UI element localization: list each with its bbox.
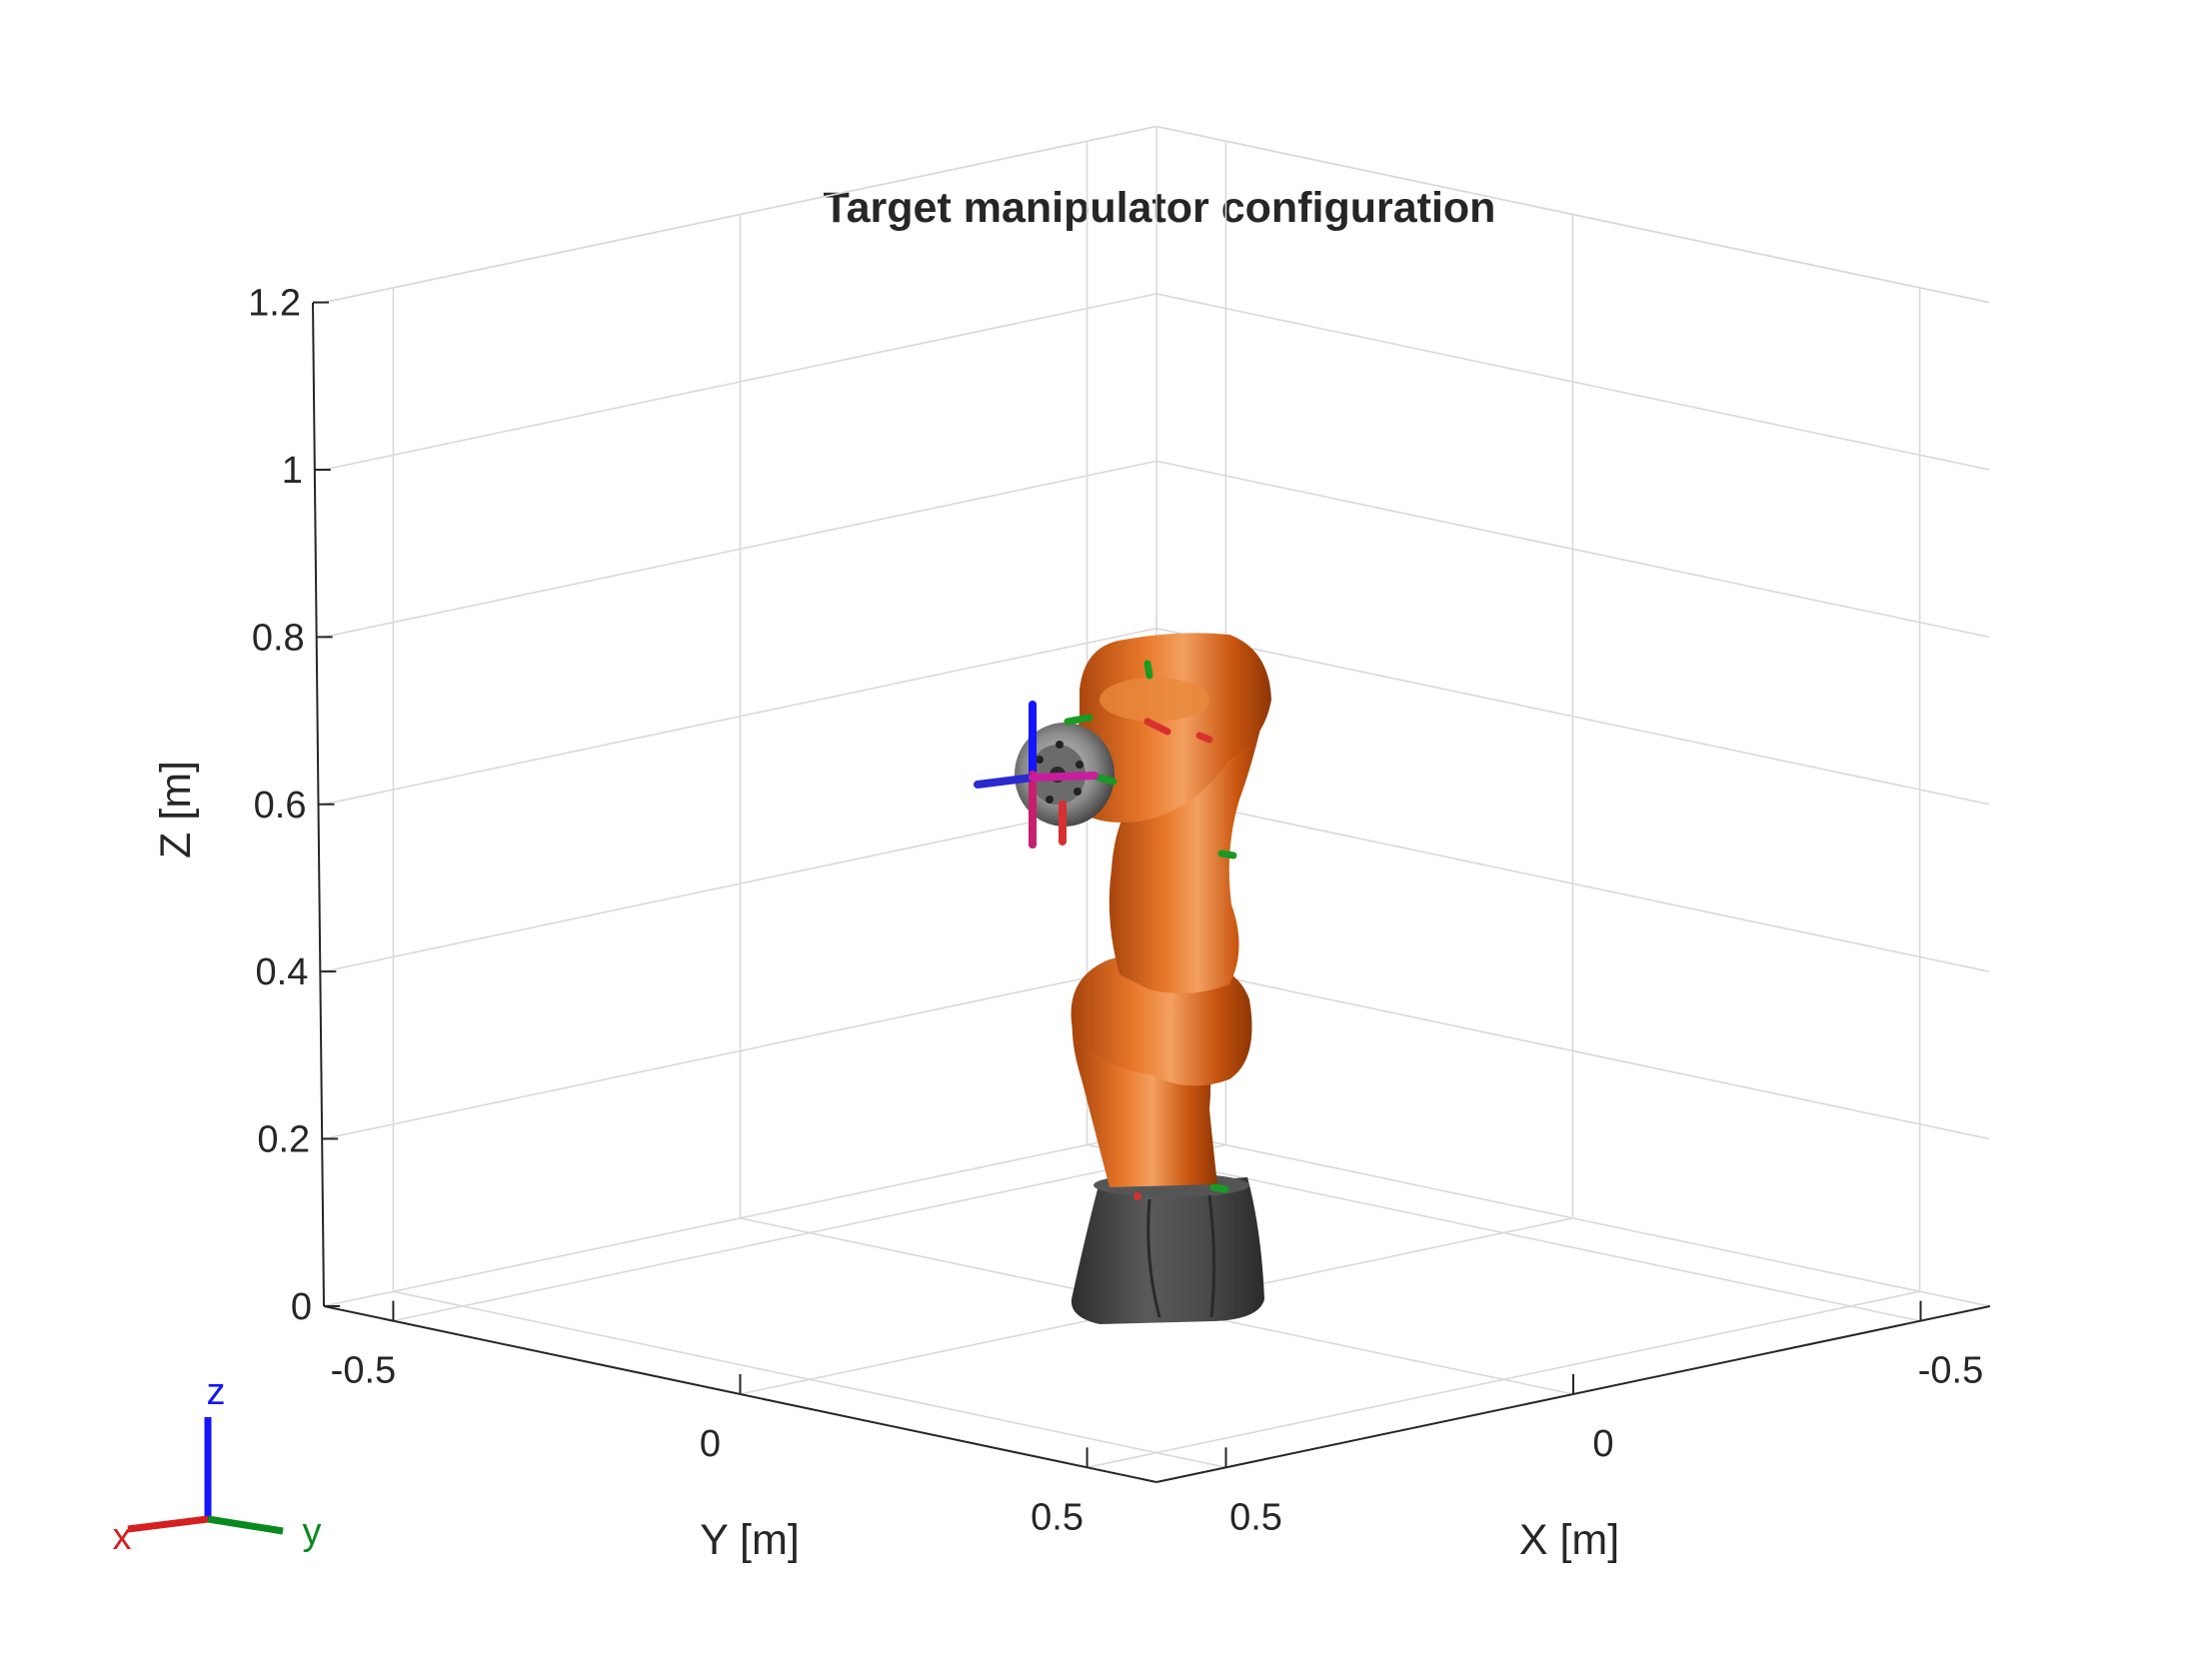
y-tick-label: 0 [700, 1423, 721, 1465]
z-axis-label: Z [m] [152, 761, 200, 858]
z-tick-label: 0.4 [256, 951, 309, 993]
z-tick-label: 0.2 [257, 1119, 310, 1161]
grid-lines [323, 125, 1990, 1469]
triad-z-label: z [207, 1371, 226, 1413]
triad-y-axis [207, 1515, 284, 1535]
robot-base [1071, 1173, 1264, 1324]
x-tick-label: -0.5 [1918, 1350, 1983, 1392]
y-tick-label: -0.5 [331, 1350, 396, 1392]
floor-grid-line-y [1087, 1290, 1920, 1469]
z-tick-label: 0 [291, 1286, 312, 1328]
z-tick-label: 0.6 [254, 785, 307, 827]
x-tick-label: 0.5 [1229, 1496, 1282, 1538]
chart-title: Target manipulator configuration [824, 184, 1496, 232]
x-axis-label: X [m] [1519, 1516, 1619, 1564]
triad-x-label: x [113, 1516, 132, 1558]
side-wall-top-edge [1155, 125, 1990, 304]
y-ticks: -0.5 0 0.5 [331, 1300, 1089, 1538]
z-tick-label: 1.2 [248, 283, 301, 325]
x-tick-label: 0 [1592, 1423, 1613, 1465]
joint-frame-markers [1064, 660, 1237, 1200]
back-wall-top-edge [323, 125, 1157, 304]
z-tick-label: 0.8 [252, 617, 305, 659]
x-ticks: 0.5 0 -0.5 [1224, 1300, 1983, 1538]
orientation-triad: z x y [113, 1371, 322, 1558]
y-tick-label: 0.5 [1031, 1496, 1084, 1538]
triad-y-label: y [303, 1511, 322, 1553]
triad-x-axis [127, 1515, 209, 1533]
floor-grid-line-x [393, 1290, 1226, 1469]
end-effector-frame-axes [974, 701, 1099, 848]
z-ticks: 0 0.2 0.4 0.6 0.8 1 1.2 [248, 283, 340, 1328]
z-tick-label: 1 [282, 450, 303, 492]
robot-link-top [1076, 633, 1271, 824]
y-axis-label: Y [m] [700, 1516, 800, 1564]
robot-manipulator [974, 633, 1271, 1324]
